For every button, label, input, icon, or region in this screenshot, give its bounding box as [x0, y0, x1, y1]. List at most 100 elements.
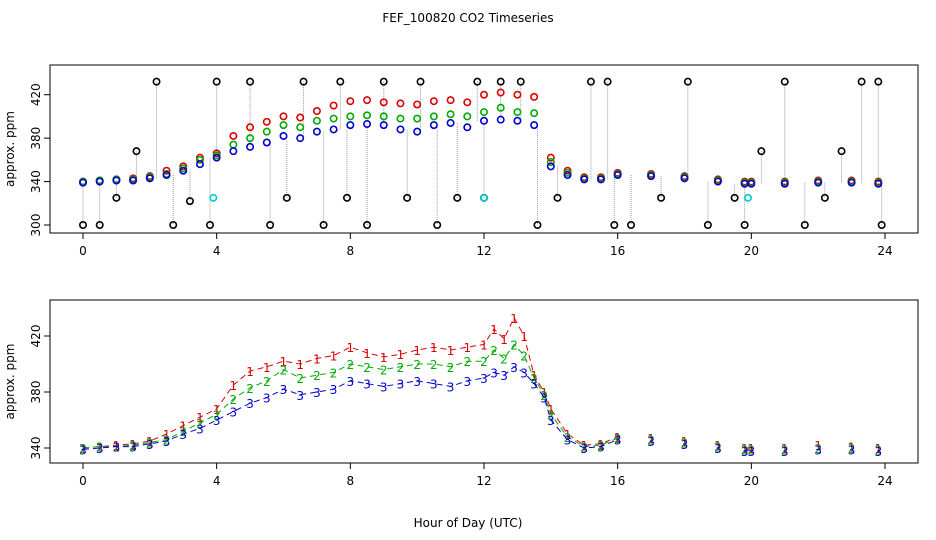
series-3-point	[212, 153, 221, 162]
series-2-marker: 2	[280, 364, 288, 378]
calibration-point	[185, 197, 194, 206]
series-1-marker: 1	[280, 355, 288, 369]
series-3-marker: 3	[263, 392, 271, 406]
x-tick-label: 0	[79, 244, 87, 258]
series-1-point	[162, 166, 171, 175]
series-2-point	[513, 108, 522, 117]
series-2-point	[229, 140, 238, 149]
series-2-marker: 2	[363, 361, 371, 375]
series-1-marker: 1	[510, 312, 518, 326]
calibration-point	[363, 221, 372, 230]
series-1-marker: 1	[230, 379, 238, 393]
series-2-marker: 2	[79, 442, 87, 456]
calibration-point	[683, 77, 692, 86]
series-3-marker: 3	[480, 372, 488, 386]
series-3-marker: 3	[540, 392, 548, 406]
series-1-point	[329, 101, 338, 110]
series-3-point	[680, 174, 689, 183]
calibration-point	[132, 147, 141, 156]
calibration-point	[266, 221, 275, 230]
calibration-point	[740, 221, 749, 230]
series-2-marker: 2	[814, 442, 822, 456]
series-3-point	[379, 121, 388, 130]
series-2-marker: 2	[230, 393, 238, 407]
series-2-marker: 2	[564, 431, 572, 445]
series-3-marker: 3	[313, 386, 321, 400]
series-1-point	[429, 97, 438, 106]
series-3-marker: 3	[129, 441, 137, 455]
series-3-marker: 3	[647, 435, 655, 449]
series-2-marker: 2	[129, 439, 137, 453]
series-1-marker: 1	[213, 403, 221, 417]
series-3-point	[296, 134, 305, 143]
series-1-point	[546, 153, 555, 162]
series-3-point	[262, 138, 271, 147]
series-3-point	[580, 175, 589, 184]
series-3-marker: 3	[714, 442, 722, 456]
calibration-point	[837, 147, 846, 156]
series-3-marker: 3	[430, 378, 438, 392]
series-2-point	[530, 109, 539, 118]
y-tick-label: 420	[29, 325, 43, 348]
series-3-point	[463, 123, 472, 132]
series-1-marker: 1	[447, 344, 455, 358]
series-1-marker: 1	[146, 435, 154, 449]
x-tick-label: 0	[79, 474, 87, 488]
series-3-point	[396, 125, 405, 134]
series-1-marker: 1	[520, 330, 528, 344]
series-1-marker: 1	[347, 341, 355, 355]
series-2-marker: 2	[714, 441, 722, 455]
series-3-marker: 3	[280, 383, 288, 397]
calibration-point	[299, 77, 308, 86]
series-3-point	[363, 120, 372, 129]
series-2-point	[279, 121, 288, 130]
series-3-marker: 3	[530, 378, 538, 392]
series-3-point	[847, 178, 856, 187]
x-axis-label: Hour of Day (UTC)	[414, 516, 523, 530]
series-3-marker: 3	[363, 378, 371, 392]
chart-title: FEF_100820 CO2 Timeseries	[382, 11, 553, 25]
x-tick-label: 8	[347, 474, 355, 488]
series-1-point	[379, 98, 388, 107]
series-3-marker: 3	[397, 378, 405, 392]
x-tick-label: 20	[744, 244, 759, 258]
series-1-point	[346, 97, 355, 106]
series-2-marker: 2	[520, 350, 528, 364]
y-tick-label: 380	[29, 381, 43, 404]
series-2-marker: 2	[296, 372, 304, 386]
series-2-marker: 2	[748, 443, 756, 457]
series-1-point	[246, 123, 255, 132]
series-1-marker: 1	[330, 350, 338, 364]
x-tick-label: 24	[877, 244, 892, 258]
series-3-point	[329, 125, 338, 134]
calibration-point	[169, 221, 178, 230]
series-3-point	[563, 171, 572, 180]
series-3-marker: 3	[213, 414, 221, 428]
series-2-marker: 2	[330, 366, 338, 380]
calibration-point	[603, 77, 612, 86]
calibration-point	[379, 77, 388, 86]
series-2-marker: 2	[163, 434, 171, 448]
series-2-marker: 2	[447, 361, 455, 375]
series-3-point	[179, 166, 188, 175]
series-2-marker: 2	[500, 352, 508, 366]
series-3-marker: 3	[748, 445, 756, 459]
x-tick-label: 16	[610, 244, 625, 258]
series-2-point	[312, 116, 321, 125]
series-1-marker: 1	[647, 432, 655, 446]
series-1-marker: 1	[540, 386, 548, 400]
calibration-point	[319, 221, 328, 230]
series-2-marker: 2	[540, 389, 548, 403]
calibration-alt-point	[743, 193, 752, 202]
series-3-point	[95, 177, 104, 186]
series-3-point	[496, 115, 505, 124]
series-2-marker: 2	[848, 442, 856, 456]
y-tick-label: 420	[29, 83, 43, 106]
series-2-marker: 2	[430, 358, 438, 372]
series-1-marker: 1	[163, 428, 171, 442]
series-1-marker: 1	[530, 369, 538, 383]
calibration-point	[874, 77, 883, 86]
calibration-point	[516, 77, 525, 86]
calibration-point	[657, 193, 666, 202]
series-2-marker: 2	[510, 338, 518, 352]
